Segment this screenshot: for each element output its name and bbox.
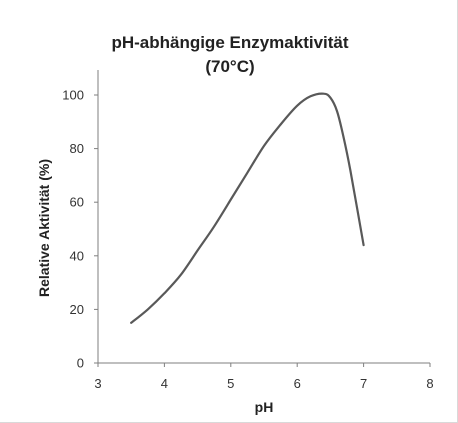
chart-subtitle: (70°C) <box>205 57 254 76</box>
y-tick-label: 80 <box>70 141 84 156</box>
y-axis-title: Relative Aktivität (%) <box>36 159 52 297</box>
series-line-0 <box>130 92 365 324</box>
x-axis-ticks: 3 4 5 6 7 8 <box>94 363 434 391</box>
y-tick-label: 100 <box>62 88 84 103</box>
y-tick-label: 60 <box>70 195 84 210</box>
x-tick-label: 3 <box>94 376 101 391</box>
y-tick-label: 40 <box>70 248 84 263</box>
x-axis-title: pH <box>255 399 274 415</box>
x-tick-label: 4 <box>161 376 168 391</box>
x-tick-label: 6 <box>294 376 301 391</box>
y-tick-label: 0 <box>77 356 84 371</box>
x-tick-label: 8 <box>426 376 433 391</box>
series-layer <box>130 92 365 324</box>
x-tick-label: 5 <box>227 376 234 391</box>
y-tick-label: 20 <box>70 302 84 317</box>
chart-title: pH-abhängige Enzymaktivität <box>111 33 348 52</box>
y-axis-ticks: 0 20 40 60 80 100 <box>62 88 98 371</box>
x-tick-label: 7 <box>360 376 367 391</box>
